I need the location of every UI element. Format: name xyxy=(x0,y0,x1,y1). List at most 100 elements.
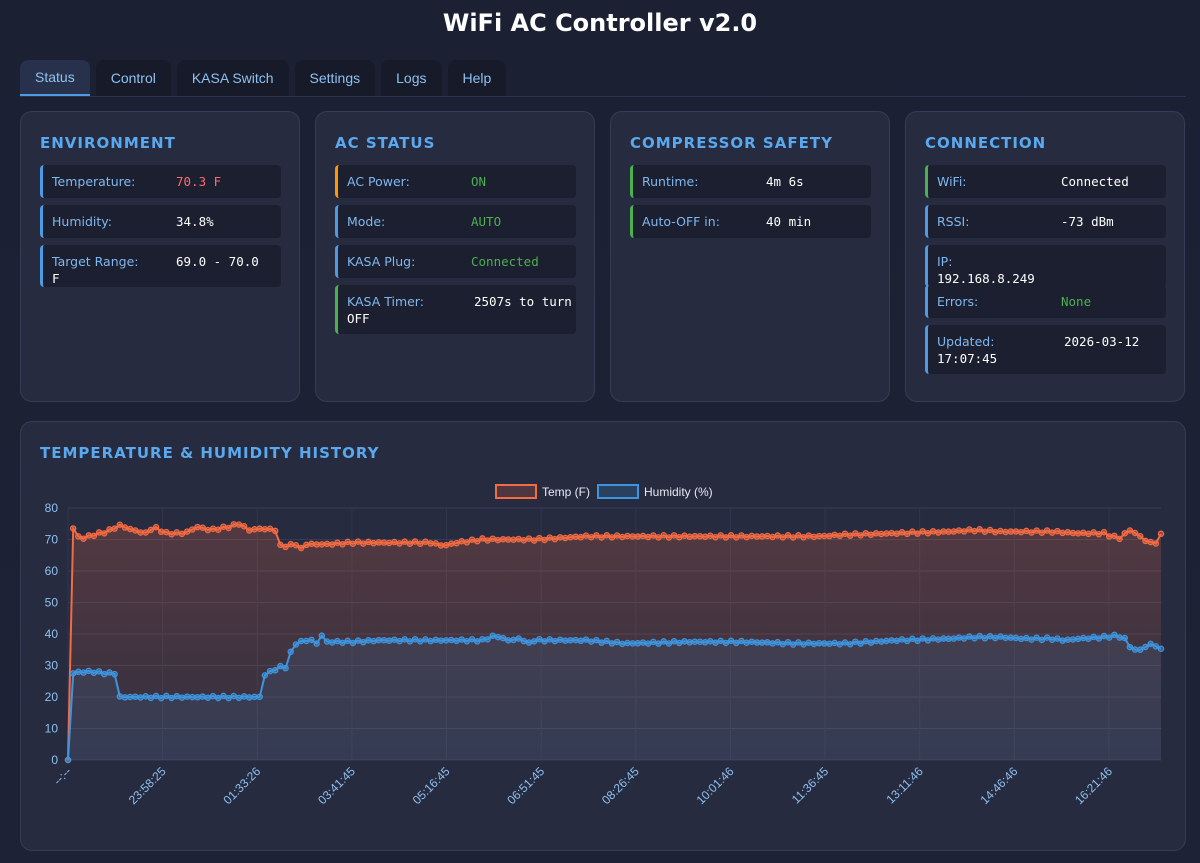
tab-help[interactable]: Help xyxy=(447,60,507,96)
connection-card: CONNECTION WiFi: Connected RSSI: -73 dBm I… xyxy=(905,111,1185,402)
temp-point xyxy=(556,534,564,541)
temp-point xyxy=(344,538,351,546)
temp-point xyxy=(608,534,616,541)
temp-point xyxy=(116,521,124,528)
tab-kasa-switch[interactable]: KASA Switch xyxy=(176,60,289,96)
temp-point xyxy=(328,541,336,548)
humidity-point xyxy=(385,637,393,644)
humidity-point xyxy=(525,639,533,646)
updated-time-value: 17:07:45 xyxy=(937,351,998,366)
tab-control[interactable]: Control xyxy=(95,60,171,96)
kasa-timer-value-cont: OFF xyxy=(347,311,370,326)
wifi-value: Connected xyxy=(1061,174,1129,189)
temp-point xyxy=(1137,533,1144,540)
temp-point xyxy=(1152,540,1160,547)
humidity-point xyxy=(789,641,797,648)
humidity-point xyxy=(541,638,548,645)
target-range-label: Target Range: xyxy=(52,254,139,269)
humidity-point xyxy=(328,639,336,646)
humidity-point xyxy=(1028,636,1035,643)
temp-point xyxy=(587,534,595,541)
humidity-point xyxy=(1116,634,1123,641)
temp-point xyxy=(80,535,87,542)
humidity-point xyxy=(401,636,408,643)
humidity-point xyxy=(458,636,465,643)
temp-point xyxy=(629,533,636,540)
humidity-point xyxy=(1085,635,1092,643)
humidity-point xyxy=(225,694,232,702)
humidity-point xyxy=(903,637,911,645)
x-tick-label: 16:21:46 xyxy=(1072,764,1115,807)
humidity-point xyxy=(753,639,761,646)
temp-point xyxy=(1126,527,1134,534)
humidity-point xyxy=(132,693,139,701)
temp-point xyxy=(696,532,704,540)
temp-point xyxy=(1080,529,1087,537)
temp-point xyxy=(132,527,139,534)
humidity-point xyxy=(266,667,274,675)
temp-point xyxy=(722,534,730,541)
humidity-point xyxy=(271,667,279,674)
temp-point xyxy=(660,532,667,539)
temp-point xyxy=(935,529,942,536)
temp-point xyxy=(727,532,735,539)
temp-point xyxy=(997,527,1004,535)
temp-point xyxy=(173,529,181,536)
humidity-point xyxy=(406,638,414,645)
temp-point xyxy=(530,537,538,544)
temp-point xyxy=(282,543,289,551)
tab-logs[interactable]: Logs xyxy=(381,60,442,96)
humidity-point xyxy=(691,638,699,645)
humidity-point xyxy=(779,640,787,648)
humidity-point xyxy=(608,640,616,647)
temp-point xyxy=(810,533,818,541)
temp-point xyxy=(432,540,440,547)
x-tick-label: 14:46:46 xyxy=(978,764,1021,807)
temp-point xyxy=(971,527,978,535)
temp-point xyxy=(308,540,315,548)
temp-point xyxy=(681,532,688,539)
kasa-plug-label: KASA Plug: xyxy=(347,254,416,269)
x-tick-label: --:-- xyxy=(51,764,75,788)
humidity-point xyxy=(282,664,289,672)
ac-status-title: AC STATUS xyxy=(335,134,436,152)
temp-point xyxy=(883,530,890,537)
temperature-value: 70.3 F xyxy=(176,174,222,189)
humidity-point xyxy=(448,636,455,644)
ac-power-label: AC Power: xyxy=(347,174,410,189)
ac-status-card: AC STATUS AC Power: ON Mode: AUTO KASA Plu… xyxy=(315,111,595,402)
temp-point xyxy=(137,529,144,536)
humidity-point xyxy=(189,693,196,701)
humidity-point xyxy=(556,636,564,643)
humidity-point xyxy=(1142,643,1149,651)
temp-point xyxy=(1048,529,1056,536)
temp-point xyxy=(831,531,838,539)
humidity-point xyxy=(157,694,165,702)
temp-point xyxy=(878,530,885,538)
wifi-label: WiFi: xyxy=(937,174,967,189)
tab-status[interactable]: Status xyxy=(20,60,90,96)
temp-point xyxy=(147,526,155,534)
temp-point xyxy=(769,533,776,541)
temp-point xyxy=(406,540,414,547)
temp-point xyxy=(841,530,849,538)
humidity-point xyxy=(914,637,921,645)
humidity-point xyxy=(960,635,968,642)
y-tick-label: 0 xyxy=(51,753,58,767)
humidity-point xyxy=(888,637,895,644)
temp-point xyxy=(1157,530,1165,538)
temp-point xyxy=(686,533,693,541)
temp-point xyxy=(69,525,77,532)
temp-point xyxy=(303,541,310,549)
humidity-point xyxy=(629,640,636,647)
humidity-point xyxy=(650,638,657,646)
temp-point xyxy=(380,539,388,546)
temp-point xyxy=(986,526,994,534)
humidity-value: 34.8% xyxy=(176,214,214,229)
humidity-point xyxy=(137,694,144,701)
tab-settings[interactable]: Settings xyxy=(294,60,376,96)
temp-point xyxy=(1043,527,1051,534)
temp-point xyxy=(821,532,828,540)
humidity-point xyxy=(246,694,253,701)
humidity-point xyxy=(1090,633,1097,641)
